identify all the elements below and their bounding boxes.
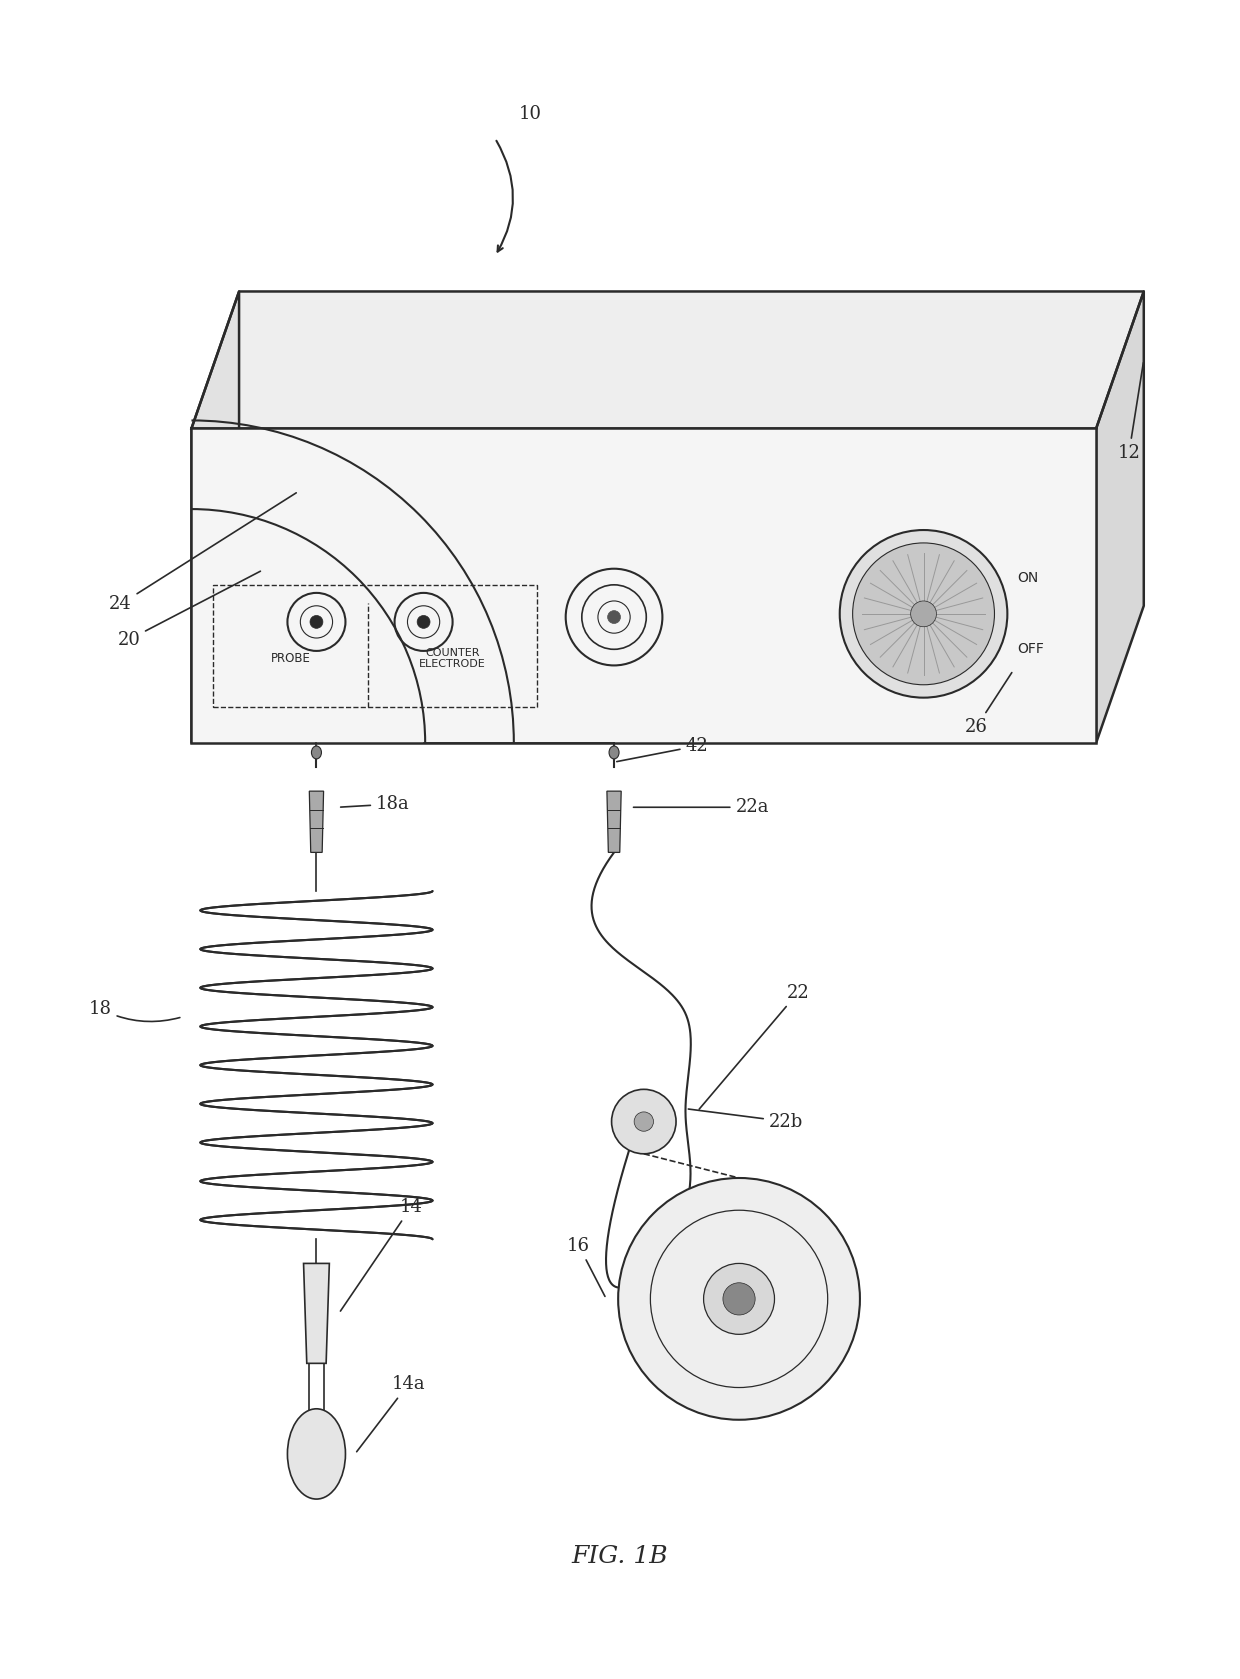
Text: 18: 18 [89, 999, 180, 1021]
Text: 24: 24 [109, 494, 296, 613]
Text: 14: 14 [341, 1199, 423, 1311]
Ellipse shape [853, 542, 994, 685]
Text: 16: 16 [567, 1237, 605, 1296]
Text: 18a: 18a [341, 796, 409, 813]
Ellipse shape [609, 745, 619, 759]
Polygon shape [191, 428, 1096, 742]
Ellipse shape [634, 1111, 653, 1132]
Polygon shape [304, 1263, 330, 1363]
Polygon shape [191, 292, 1143, 428]
Text: FIG. 1B: FIG. 1B [572, 1545, 668, 1568]
Ellipse shape [611, 1090, 676, 1153]
Polygon shape [606, 791, 621, 853]
Polygon shape [1096, 292, 1143, 742]
Text: OFF: OFF [1017, 643, 1044, 656]
Ellipse shape [608, 611, 620, 623]
Text: 22: 22 [699, 984, 810, 1110]
Ellipse shape [839, 531, 1007, 698]
Text: 14a: 14a [357, 1375, 425, 1452]
Text: 10: 10 [518, 106, 542, 123]
Ellipse shape [310, 616, 322, 628]
Ellipse shape [311, 745, 321, 759]
Polygon shape [309, 791, 324, 853]
Text: 42: 42 [616, 737, 708, 762]
Text: 22b: 22b [688, 1110, 804, 1130]
Polygon shape [191, 292, 239, 742]
Text: COUNTER
ELECTRODE: COUNTER ELECTRODE [419, 648, 486, 670]
Ellipse shape [417, 616, 430, 628]
Ellipse shape [619, 1179, 859, 1420]
Ellipse shape [723, 1283, 755, 1315]
Ellipse shape [288, 1409, 346, 1499]
Ellipse shape [910, 601, 936, 626]
Text: 26: 26 [965, 673, 1012, 735]
Text: 12: 12 [1117, 363, 1143, 462]
Text: PROBE: PROBE [270, 651, 310, 665]
Ellipse shape [703, 1263, 775, 1335]
Text: 20: 20 [118, 571, 260, 648]
Text: 22a: 22a [634, 798, 769, 816]
Text: ON: ON [1017, 571, 1038, 586]
